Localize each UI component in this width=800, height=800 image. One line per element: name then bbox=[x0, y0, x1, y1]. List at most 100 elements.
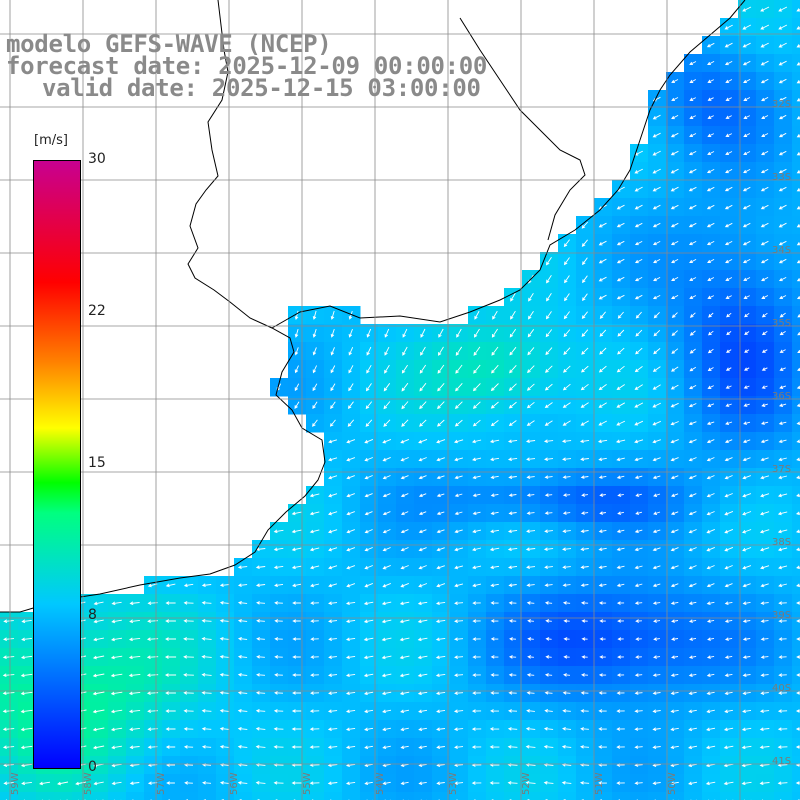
wind-arrow bbox=[526, 475, 535, 480]
wind-arrow bbox=[543, 726, 554, 731]
wind-cell bbox=[522, 792, 541, 800]
wind-arrow bbox=[652, 781, 661, 786]
wind-arrow bbox=[510, 292, 516, 302]
wind-arrow bbox=[707, 367, 714, 371]
wind-arrow bbox=[689, 330, 696, 336]
wind-arrow bbox=[795, 709, 800, 713]
wind-arrow bbox=[634, 565, 643, 570]
wind-arrow bbox=[652, 114, 661, 120]
wind-arrow bbox=[526, 691, 535, 695]
wind-arrow bbox=[93, 763, 104, 768]
wind-arrow bbox=[671, 330, 678, 337]
wind-cell bbox=[630, 792, 649, 800]
wind-arrow bbox=[399, 619, 410, 624]
wind-arrow bbox=[348, 383, 354, 392]
wind-arrow bbox=[652, 475, 661, 480]
wind-arrow bbox=[724, 528, 734, 534]
wind-arrow bbox=[724, 24, 733, 30]
wind-arrow bbox=[634, 402, 644, 408]
wind-arrow bbox=[742, 186, 751, 192]
wind-arrow bbox=[580, 709, 589, 713]
wind-arrow bbox=[490, 673, 499, 677]
wind-arrow bbox=[760, 637, 769, 641]
wind-arrow bbox=[471, 745, 482, 749]
wind-arrow bbox=[129, 781, 140, 786]
wind-arrow bbox=[760, 78, 769, 84]
wind-arrow bbox=[688, 403, 697, 408]
wind-arrow bbox=[472, 457, 482, 462]
wind-arrow bbox=[183, 637, 194, 641]
wind-arrow bbox=[616, 384, 625, 391]
wind-arrow bbox=[796, 565, 800, 570]
wind-arrow bbox=[706, 168, 715, 174]
wind-arrow bbox=[129, 745, 140, 750]
wind-arrow bbox=[563, 619, 570, 623]
wind-arrow bbox=[454, 565, 464, 570]
wind-arrow bbox=[382, 547, 391, 552]
wind-arrow bbox=[508, 565, 518, 570]
wind-arrow bbox=[599, 311, 606, 319]
wind-arrow bbox=[796, 457, 800, 462]
wind-arrow bbox=[453, 439, 464, 444]
wind-arrow bbox=[689, 115, 697, 119]
wind-arrow bbox=[490, 383, 499, 392]
wind-arrow bbox=[436, 565, 445, 570]
wind-arrow bbox=[545, 655, 552, 659]
wind-arrow bbox=[165, 637, 176, 641]
wind-arrow bbox=[562, 402, 571, 408]
wind-cell bbox=[108, 792, 127, 800]
wind-cell bbox=[162, 792, 181, 800]
wind-arrow bbox=[563, 673, 571, 677]
wind-arrow bbox=[381, 691, 392, 696]
colorbar-tick-8: 8 bbox=[88, 607, 97, 623]
wind-cell bbox=[72, 792, 91, 800]
wind-arrow bbox=[294, 401, 300, 410]
wind-arrow bbox=[741, 781, 752, 786]
wind-arrow bbox=[526, 673, 535, 677]
wind-arrow bbox=[670, 709, 679, 714]
wind-arrow bbox=[164, 655, 177, 659]
wind-arrow bbox=[689, 385, 697, 390]
wind-arrow bbox=[796, 655, 800, 659]
wind-cell bbox=[126, 792, 145, 800]
wind-arrow bbox=[670, 240, 679, 246]
wind-arrow bbox=[526, 565, 536, 570]
wind-arrow bbox=[525, 439, 536, 444]
wind-arrow bbox=[57, 781, 69, 786]
wind-arrow bbox=[597, 439, 608, 444]
wind-arrow bbox=[598, 294, 607, 300]
wind-arrow bbox=[292, 691, 301, 695]
wind-arrow bbox=[364, 781, 373, 786]
wind-arrow bbox=[291, 727, 302, 731]
wind-arrow bbox=[653, 329, 661, 337]
wind-arrow bbox=[454, 637, 464, 641]
wind-arrow bbox=[707, 330, 714, 336]
wind-arrow bbox=[741, 727, 752, 732]
wind-arrow bbox=[330, 365, 336, 374]
wind-arrow bbox=[635, 311, 642, 319]
wind-arrow bbox=[237, 690, 248, 695]
wind-arrow bbox=[402, 346, 408, 356]
wind-arrow bbox=[670, 529, 679, 534]
wind-arrow bbox=[2, 745, 15, 750]
wind-arrow bbox=[330, 383, 336, 392]
wind-arrow bbox=[366, 364, 372, 374]
wind-arrow bbox=[653, 619, 661, 623]
wind-arrow bbox=[723, 781, 734, 786]
wind-arrow bbox=[617, 493, 624, 497]
wind-arrow bbox=[670, 781, 679, 786]
wind-arrow bbox=[545, 329, 553, 338]
wind-arrow bbox=[164, 673, 177, 677]
wind-arrow bbox=[670, 132, 679, 138]
wind-arrow bbox=[761, 295, 769, 299]
wind-arrow bbox=[110, 655, 123, 660]
wind-cell bbox=[792, 126, 800, 145]
wind-arrow bbox=[670, 745, 679, 750]
wind-arrow bbox=[291, 547, 302, 552]
wind-arrow bbox=[706, 601, 715, 606]
wind-arrow bbox=[688, 781, 698, 786]
wind-cell bbox=[450, 792, 469, 800]
wind-arrow bbox=[634, 583, 643, 588]
wind-cell bbox=[792, 306, 800, 325]
wind-arrow bbox=[778, 673, 787, 677]
